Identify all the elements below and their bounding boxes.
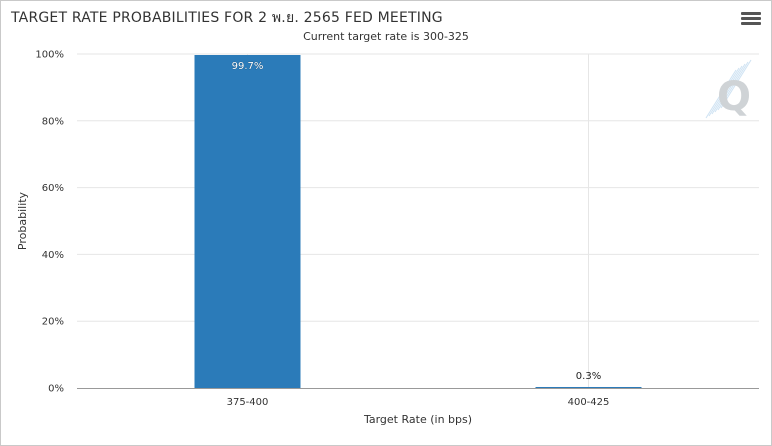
y-tick-label: 40% [42,250,64,261]
y-tick-label: 0% [48,384,64,395]
x-axis-title: Target Rate (in bps) [363,413,472,426]
x-tick-label: 375-400 [227,397,269,408]
data-label: 0.3% [576,371,601,382]
bar[interactable] [194,55,301,388]
y-tick-label: 20% [42,317,64,328]
x-tick-label: 400-425 [568,397,610,408]
hamburger-menu-icon[interactable] [741,12,761,30]
svg-text:Q: Q [717,74,751,120]
data-label: 99.7% [232,61,264,72]
y-tick-label: 100% [35,50,64,61]
y-tick-label: 80% [42,116,64,127]
y-tick-label: 60% [42,183,64,194]
chart-subtitle: Current target rate is 300-325 [303,30,469,43]
chart-title: TARGET RATE PROBABILITIES FOR 2 พ.ย. 256… [11,10,443,26]
bar[interactable] [535,386,642,388]
watermark-logo-icon: Q [705,59,752,120]
y-axis-title: Probability [16,191,29,250]
